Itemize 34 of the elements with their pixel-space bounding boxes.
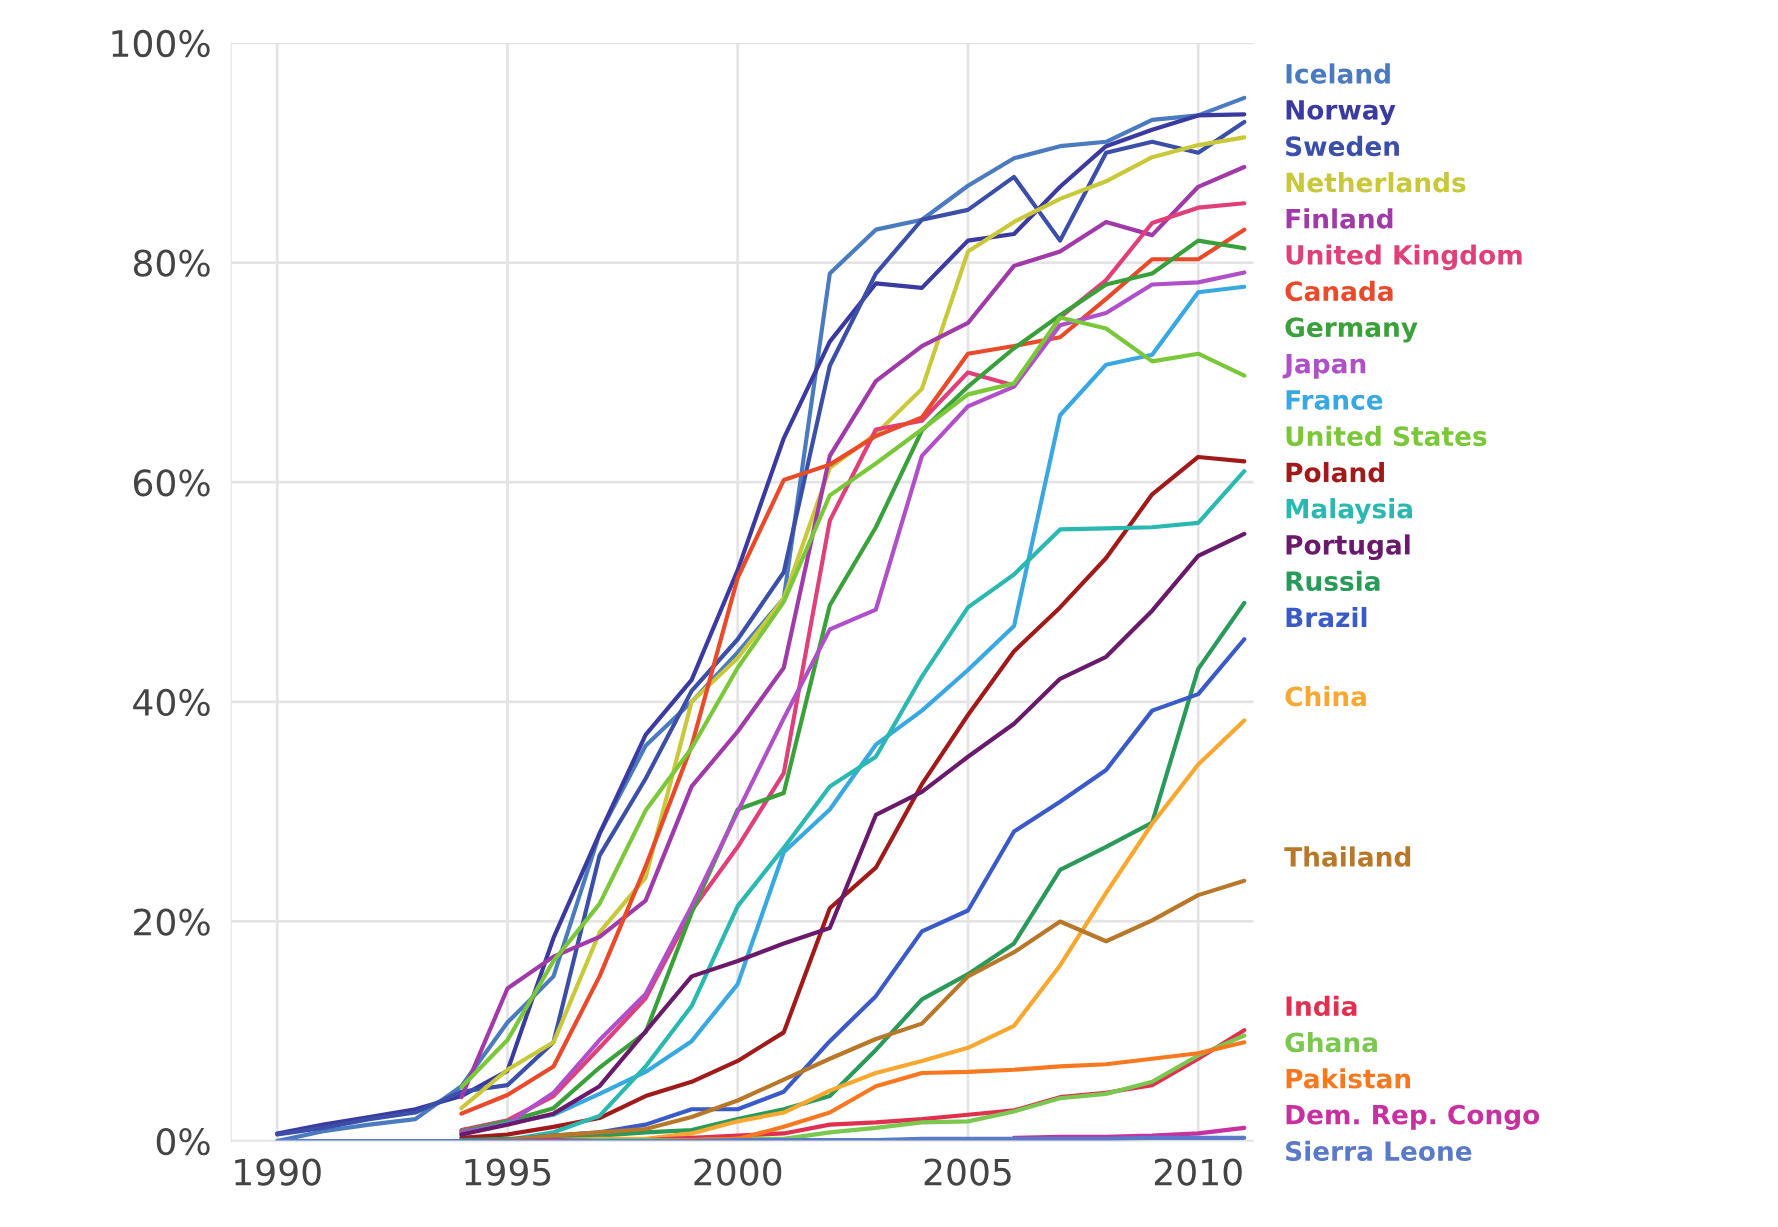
series-label: Norway: [1286, 100, 1396, 126]
series-label: Sweden: [1286, 135, 1399, 157]
y-tick-label: 20%: [134, 908, 210, 936]
y-tick-label: 100%: [112, 29, 210, 58]
series-label: India: [1286, 995, 1357, 1017]
text: United Kingdom: [1286, 244, 1522, 271]
series-label: Iceland: [1286, 63, 1390, 84]
x-tick-label: 2000: [694, 1158, 782, 1186]
y-tick-label: 40%: [133, 688, 210, 717]
y-tick-label: 60%: [133, 469, 210, 497]
text: France: [1286, 390, 1383, 410]
text: Japan: [1282, 354, 1366, 379]
series-label: Thailand: [1284, 846, 1411, 867]
y-tick-label: 80%: [133, 249, 210, 277]
series-label: Sierra Leone: [1286, 1140, 1472, 1162]
series-label: Pakistan: [1286, 1068, 1411, 1089]
text: Germany: [1285, 317, 1418, 343]
text: United States: [1286, 425, 1487, 447]
text: Netherlands: [1286, 172, 1466, 193]
x-tick-label: 2005: [924, 1158, 1011, 1186]
text: Canada: [1285, 280, 1393, 302]
y-tick-label: 0%: [156, 1128, 210, 1156]
series-label: Poland: [1286, 461, 1384, 483]
x-tick-label: 1990: [235, 1158, 321, 1186]
series-label: Russia: [1286, 570, 1380, 592]
series-label: Portugal: [1286, 534, 1410, 561]
series-label: Dem. Rep. Congo: [1286, 1104, 1540, 1130]
x-tick-label: 1995: [465, 1158, 551, 1186]
text: Finland: [1286, 208, 1393, 229]
series-label: Malaysia: [1286, 498, 1412, 524]
series-label: Brazil: [1286, 606, 1367, 628]
series-label: Ghana: [1285, 1031, 1377, 1053]
x-tick-label: 2010: [1154, 1158, 1242, 1186]
series-label: China: [1285, 686, 1366, 707]
